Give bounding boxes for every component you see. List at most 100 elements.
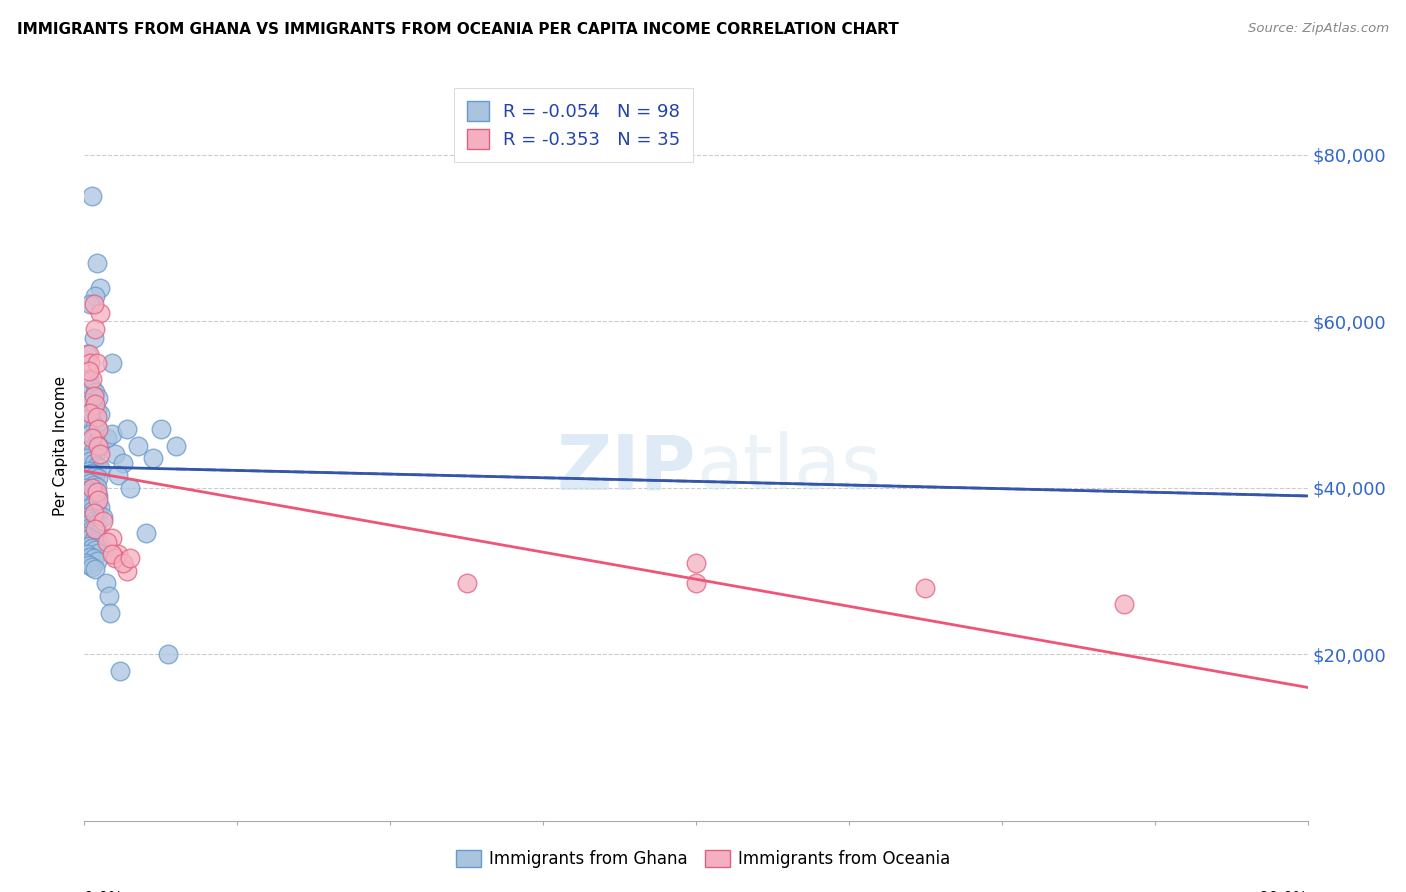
Point <box>120 551 142 566</box>
Point <box>86 404 108 418</box>
Point <box>77 347 100 361</box>
Point <box>89 500 111 514</box>
Point <box>86 554 108 568</box>
Legend: Immigrants from Ghana, Immigrants from Oceania: Immigrants from Ghana, Immigrants from O… <box>450 843 956 875</box>
Point <box>89 447 111 461</box>
Point <box>1114 597 1136 611</box>
Point <box>80 189 103 203</box>
Point <box>76 529 98 543</box>
Point <box>79 454 101 468</box>
Point <box>87 471 110 485</box>
Point <box>80 415 103 429</box>
Point <box>84 449 107 463</box>
Point <box>76 509 98 524</box>
Point <box>77 443 100 458</box>
Point <box>83 506 105 520</box>
Point <box>76 347 98 361</box>
Point <box>84 506 107 520</box>
Point <box>83 495 105 509</box>
Point <box>83 533 105 547</box>
Point <box>142 451 165 466</box>
Point <box>77 539 100 553</box>
Point <box>685 556 707 570</box>
Point <box>86 534 108 549</box>
Text: atlas: atlas <box>696 432 880 506</box>
Point <box>84 522 107 536</box>
Point <box>104 447 127 461</box>
Point <box>111 456 134 470</box>
Point <box>84 562 107 576</box>
Point <box>77 558 100 572</box>
Point <box>96 431 118 445</box>
Point <box>120 481 142 495</box>
Point <box>79 356 101 370</box>
Point <box>86 356 108 370</box>
Point <box>77 364 100 378</box>
Point <box>80 431 103 445</box>
Point <box>83 331 105 345</box>
Point <box>79 476 101 491</box>
Point <box>76 491 98 506</box>
Point <box>80 467 103 481</box>
Point <box>80 445 103 459</box>
Point <box>83 297 105 311</box>
Point <box>80 381 103 395</box>
Point <box>86 497 108 511</box>
Point <box>77 501 100 516</box>
Point <box>89 461 111 475</box>
Point <box>101 547 124 561</box>
Point <box>914 581 936 595</box>
Point <box>76 451 98 466</box>
Point <box>79 493 101 508</box>
Point <box>89 408 111 422</box>
Point <box>89 281 111 295</box>
Point <box>101 426 124 441</box>
Point <box>83 551 105 566</box>
Point <box>83 457 105 471</box>
Point <box>77 464 100 478</box>
Point <box>135 526 157 541</box>
Point <box>87 545 110 559</box>
Point <box>79 297 101 311</box>
Point <box>76 474 98 488</box>
Point <box>115 422 138 436</box>
Point <box>165 439 187 453</box>
Point <box>89 306 111 320</box>
Text: IMMIGRANTS FROM GHANA VS IMMIGRANTS FROM OCEANIA PER CAPITA INCOME CORRELATION C: IMMIGRANTS FROM GHANA VS IMMIGRANTS FROM… <box>17 22 898 37</box>
Point <box>84 384 107 399</box>
Point <box>87 508 110 522</box>
Point <box>84 289 107 303</box>
Point <box>86 256 108 270</box>
Point <box>149 422 172 436</box>
Point <box>84 322 107 336</box>
Point <box>83 400 105 414</box>
Point <box>77 372 100 386</box>
Point <box>456 576 478 591</box>
Point <box>87 422 110 436</box>
Point <box>84 524 107 539</box>
Point <box>86 409 108 424</box>
Point <box>157 647 180 661</box>
Point <box>94 576 117 591</box>
Point <box>83 431 105 445</box>
Legend: R = -0.054   N = 98, R = -0.353   N = 35: R = -0.054 N = 98, R = -0.353 N = 35 <box>454 88 693 162</box>
Point <box>87 439 110 453</box>
Point <box>86 458 108 473</box>
Point <box>101 356 124 370</box>
Point <box>75 482 97 496</box>
Text: Source: ZipAtlas.com: Source: ZipAtlas.com <box>1249 22 1389 36</box>
Point <box>77 520 100 534</box>
Point <box>79 406 101 420</box>
Y-axis label: Per Capita Income: Per Capita Income <box>53 376 69 516</box>
Point <box>87 493 110 508</box>
Point <box>79 512 101 526</box>
Point <box>91 514 114 528</box>
Point <box>84 487 107 501</box>
Point <box>80 484 103 499</box>
Point <box>87 526 110 541</box>
Point <box>80 481 103 495</box>
Point <box>80 372 103 386</box>
Point <box>87 422 110 436</box>
Point <box>77 483 100 497</box>
Point <box>83 389 105 403</box>
